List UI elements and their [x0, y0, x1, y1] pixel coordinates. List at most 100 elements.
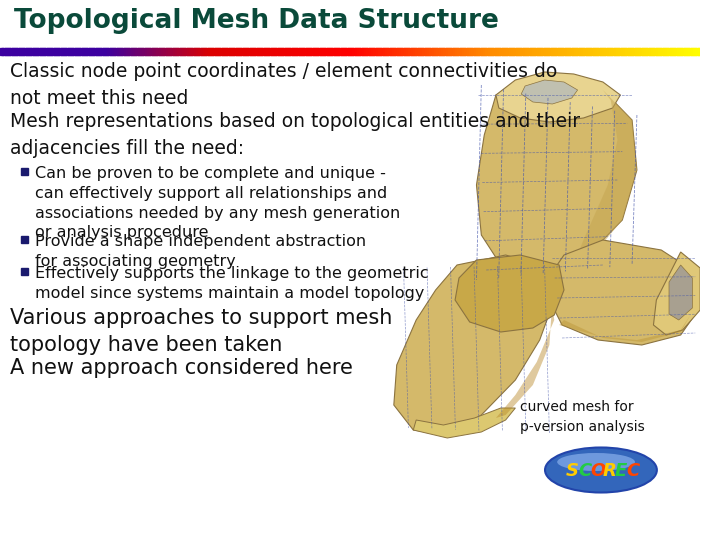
Bar — [609, 48, 613, 55]
Bar — [107, 48, 111, 55]
Bar — [343, 48, 346, 55]
Bar — [605, 48, 608, 55]
Bar — [30, 48, 34, 55]
Bar — [192, 48, 194, 55]
Bar — [220, 48, 222, 55]
Bar — [336, 48, 339, 55]
Bar — [131, 48, 134, 55]
Bar — [315, 48, 318, 55]
Bar — [590, 48, 594, 55]
Polygon shape — [496, 268, 554, 418]
Bar — [679, 48, 683, 55]
Bar — [483, 48, 487, 55]
Bar — [518, 48, 521, 55]
Bar — [670, 48, 673, 55]
Bar — [647, 48, 649, 55]
Bar — [602, 48, 606, 55]
Bar — [207, 48, 211, 55]
Bar — [175, 48, 179, 55]
Bar — [502, 48, 505, 55]
Bar — [555, 48, 559, 55]
Bar — [583, 48, 587, 55]
Bar — [163, 48, 166, 55]
Bar — [109, 48, 113, 55]
Bar — [672, 48, 675, 55]
Bar — [399, 48, 402, 55]
Bar — [560, 48, 564, 55]
Ellipse shape — [547, 449, 654, 491]
Ellipse shape — [550, 450, 652, 490]
Bar — [254, 48, 258, 55]
Bar — [693, 48, 696, 55]
Bar — [238, 48, 241, 55]
Bar — [346, 48, 348, 55]
Bar — [250, 48, 253, 55]
Bar — [686, 48, 690, 55]
Bar — [586, 48, 589, 55]
Bar — [611, 48, 615, 55]
Bar — [233, 48, 237, 55]
Bar — [472, 48, 474, 55]
Bar — [147, 48, 150, 55]
Bar — [224, 48, 228, 55]
Bar — [86, 48, 90, 55]
Bar — [325, 48, 328, 55]
Bar — [261, 48, 265, 55]
Bar — [75, 48, 78, 55]
Bar — [22, 268, 28, 275]
Bar — [2, 48, 6, 55]
Bar — [487, 48, 491, 55]
Bar — [474, 48, 477, 55]
Bar — [663, 48, 666, 55]
Polygon shape — [477, 75, 637, 280]
Bar — [698, 48, 701, 55]
Bar — [215, 48, 218, 55]
Bar — [495, 48, 498, 55]
Text: Classic node point coordinates / element connectivities do
not meet this need: Classic node point coordinates / element… — [10, 62, 557, 107]
Polygon shape — [654, 252, 700, 335]
Bar — [696, 48, 699, 55]
Bar — [644, 48, 647, 55]
Text: Effectively supports the linkage to the geometric
model since systems maintain a: Effectively supports the linkage to the … — [35, 266, 428, 301]
Bar — [404, 48, 407, 55]
Bar — [124, 48, 127, 55]
Bar — [158, 48, 162, 55]
Bar — [390, 48, 393, 55]
Bar — [385, 48, 388, 55]
Bar — [210, 48, 213, 55]
Bar — [289, 48, 293, 55]
Ellipse shape — [564, 455, 639, 485]
Bar — [205, 48, 209, 55]
Bar — [194, 48, 197, 55]
Bar — [103, 48, 106, 55]
Bar — [177, 48, 181, 55]
Bar — [577, 48, 580, 55]
Bar — [562, 48, 566, 55]
Ellipse shape — [551, 450, 651, 490]
Text: O: O — [590, 462, 606, 480]
Bar — [688, 48, 692, 55]
Bar — [7, 48, 10, 55]
Bar — [51, 48, 55, 55]
Bar — [212, 48, 216, 55]
Bar — [9, 48, 13, 55]
Bar — [572, 48, 575, 55]
Bar — [240, 48, 243, 55]
Bar — [17, 48, 19, 55]
Bar — [402, 48, 405, 55]
Bar — [523, 48, 526, 55]
Bar — [651, 48, 654, 55]
Bar — [135, 48, 139, 55]
Bar — [327, 48, 330, 55]
Bar — [23, 48, 27, 55]
Bar — [166, 48, 169, 55]
Bar — [152, 48, 155, 55]
Bar — [126, 48, 130, 55]
Bar — [280, 48, 284, 55]
Ellipse shape — [562, 455, 639, 485]
Bar — [252, 48, 256, 55]
Bar — [415, 48, 419, 55]
Bar — [282, 48, 286, 55]
Polygon shape — [549, 240, 698, 345]
Bar — [98, 48, 102, 55]
